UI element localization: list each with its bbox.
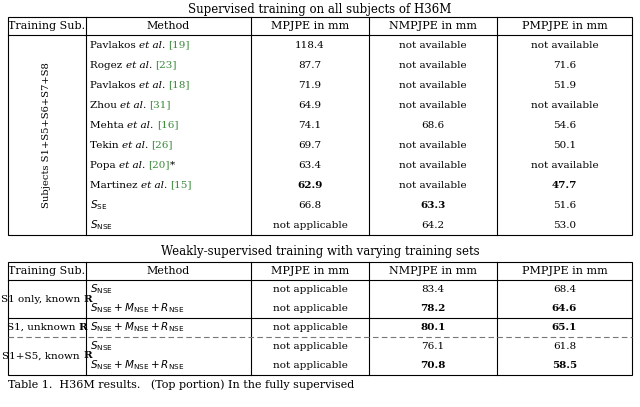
Text: 64.6: 64.6: [552, 304, 577, 313]
Text: 118.4: 118.4: [295, 41, 325, 50]
Text: *: *: [170, 160, 175, 169]
Text: Pavlakos: Pavlakos: [90, 81, 139, 90]
Text: Training Sub.: Training Sub.: [8, 21, 86, 31]
Bar: [8, 262, 632, 375]
Text: NMPJPE in mm: NMPJPE in mm: [389, 266, 477, 276]
Text: 80.1: 80.1: [420, 323, 445, 332]
Text: $S_{\mathsf{NSE}}$: $S_{\mathsf{NSE}}$: [90, 282, 113, 296]
Text: not applicable: not applicable: [273, 361, 348, 370]
Text: R: R: [79, 323, 87, 332]
Text: [16]: [16]: [157, 120, 178, 129]
Text: PMPJPE in mm: PMPJPE in mm: [522, 266, 607, 276]
Text: 58.5: 58.5: [552, 361, 577, 370]
Text: S1 only, known: S1 only, known: [1, 295, 84, 304]
Text: et al.: et al.: [139, 41, 165, 50]
Text: 68.6: 68.6: [421, 120, 445, 129]
Text: 69.7: 69.7: [298, 140, 321, 149]
Text: MPJPE in mm: MPJPE in mm: [271, 21, 349, 31]
Text: [31]: [31]: [150, 101, 171, 109]
Text: Tekin: Tekin: [90, 140, 122, 149]
Text: 54.6: 54.6: [553, 120, 576, 129]
Text: 71.6: 71.6: [553, 61, 576, 70]
Text: Subjects S1+S5+S6+S7+S8: Subjects S1+S5+S6+S7+S8: [42, 62, 51, 208]
Text: et al.: et al.: [125, 61, 152, 70]
Text: [20]: [20]: [148, 160, 170, 169]
Text: Zhou: Zhou: [90, 101, 120, 109]
Text: et al.: et al.: [122, 140, 148, 149]
Text: 74.1: 74.1: [298, 120, 321, 129]
Text: $S_{\mathsf{SE}}$: $S_{\mathsf{SE}}$: [90, 198, 108, 212]
Text: et al.: et al.: [127, 120, 154, 129]
Text: Mehta: Mehta: [90, 120, 127, 129]
Text: 70.8: 70.8: [420, 361, 445, 370]
Text: PMPJPE in mm: PMPJPE in mm: [522, 21, 607, 31]
Text: 53.0: 53.0: [553, 221, 576, 230]
Text: [23]: [23]: [155, 61, 177, 70]
Text: Pavlakos: Pavlakos: [90, 41, 139, 50]
Text: not available: not available: [399, 81, 467, 90]
Text: not applicable: not applicable: [273, 342, 348, 351]
Text: Martinez: Martinez: [90, 180, 141, 190]
Text: Weakly-supervised training with varying training sets: Weakly-supervised training with varying …: [161, 245, 479, 258]
Text: 63.4: 63.4: [298, 160, 321, 169]
Text: $S_{\mathsf{NSE}}+M_{\mathsf{NSE}}+R_{\mathsf{NSE}}$: $S_{\mathsf{NSE}}+M_{\mathsf{NSE}}+R_{\m…: [90, 302, 184, 315]
Text: [26]: [26]: [152, 140, 173, 149]
Text: not available: not available: [399, 140, 467, 149]
Text: et al.: et al.: [141, 180, 167, 190]
Text: 61.8: 61.8: [553, 342, 576, 351]
Text: R: R: [84, 295, 93, 304]
Text: S1, unknown: S1, unknown: [7, 323, 79, 332]
Text: $S_{\mathsf{NSE}}+M_{\mathsf{NSE}}+R_{\mathsf{NSE}}$: $S_{\mathsf{NSE}}+M_{\mathsf{NSE}}+R_{\m…: [90, 321, 184, 335]
Text: [19]: [19]: [168, 41, 190, 50]
Text: not available: not available: [399, 101, 467, 109]
Text: MPJPE in mm: MPJPE in mm: [271, 266, 349, 276]
Text: not available: not available: [531, 160, 598, 169]
Text: 78.2: 78.2: [420, 304, 445, 313]
Text: not applicable: not applicable: [273, 285, 348, 294]
Text: [18]: [18]: [168, 81, 190, 90]
Text: not available: not available: [531, 41, 598, 50]
Text: not applicable: not applicable: [273, 221, 348, 230]
Text: $S_{\mathsf{NSE}}$: $S_{\mathsf{NSE}}$: [90, 218, 113, 232]
Text: 51.9: 51.9: [553, 81, 576, 90]
Text: 65.1: 65.1: [552, 323, 577, 332]
Bar: [8, 17, 632, 235]
Text: not applicable: not applicable: [273, 323, 348, 332]
Text: et al.: et al.: [119, 160, 145, 169]
Text: 71.9: 71.9: [298, 81, 321, 90]
Text: 47.7: 47.7: [552, 180, 577, 190]
Text: 62.9: 62.9: [298, 180, 323, 190]
Text: not available: not available: [399, 180, 467, 190]
Text: Supervised training on all subjects of H36M: Supervised training on all subjects of H…: [188, 4, 452, 17]
Text: 87.7: 87.7: [298, 61, 321, 70]
Text: Table 1.  H36M results.   (Top portion) In the fully supervised: Table 1. H36M results. (Top portion) In …: [8, 380, 355, 390]
Text: Training Sub.: Training Sub.: [8, 266, 86, 276]
Text: not available: not available: [531, 101, 598, 109]
Text: R: R: [83, 352, 92, 361]
Text: 63.3: 63.3: [420, 201, 445, 210]
Text: [15]: [15]: [170, 180, 192, 190]
Text: NMPJPE in mm: NMPJPE in mm: [389, 21, 477, 31]
Text: 64.2: 64.2: [421, 221, 445, 230]
Text: 68.4: 68.4: [553, 285, 576, 294]
Text: et al.: et al.: [120, 101, 147, 109]
Text: $S_{\mathsf{NSE}}$: $S_{\mathsf{NSE}}$: [90, 339, 113, 353]
Text: S1+S5, known: S1+S5, known: [2, 352, 83, 361]
Text: not available: not available: [399, 61, 467, 70]
Text: not applicable: not applicable: [273, 304, 348, 313]
Text: 76.1: 76.1: [421, 342, 445, 351]
Text: 51.6: 51.6: [553, 201, 576, 210]
Text: 66.8: 66.8: [298, 201, 321, 210]
Text: 83.4: 83.4: [421, 285, 445, 294]
Text: Method: Method: [147, 21, 190, 31]
Text: Popa: Popa: [90, 160, 119, 169]
Text: et al.: et al.: [139, 81, 165, 90]
Text: 64.9: 64.9: [298, 101, 321, 109]
Text: not available: not available: [399, 160, 467, 169]
Text: 50.1: 50.1: [553, 140, 576, 149]
Text: $S_{\mathsf{NSE}}+M_{\mathsf{NSE}}+R_{\mathsf{NSE}}$: $S_{\mathsf{NSE}}+M_{\mathsf{NSE}}+R_{\m…: [90, 359, 184, 372]
Text: not available: not available: [399, 41, 467, 50]
Text: Method: Method: [147, 266, 190, 276]
Text: Rogez: Rogez: [90, 61, 125, 70]
